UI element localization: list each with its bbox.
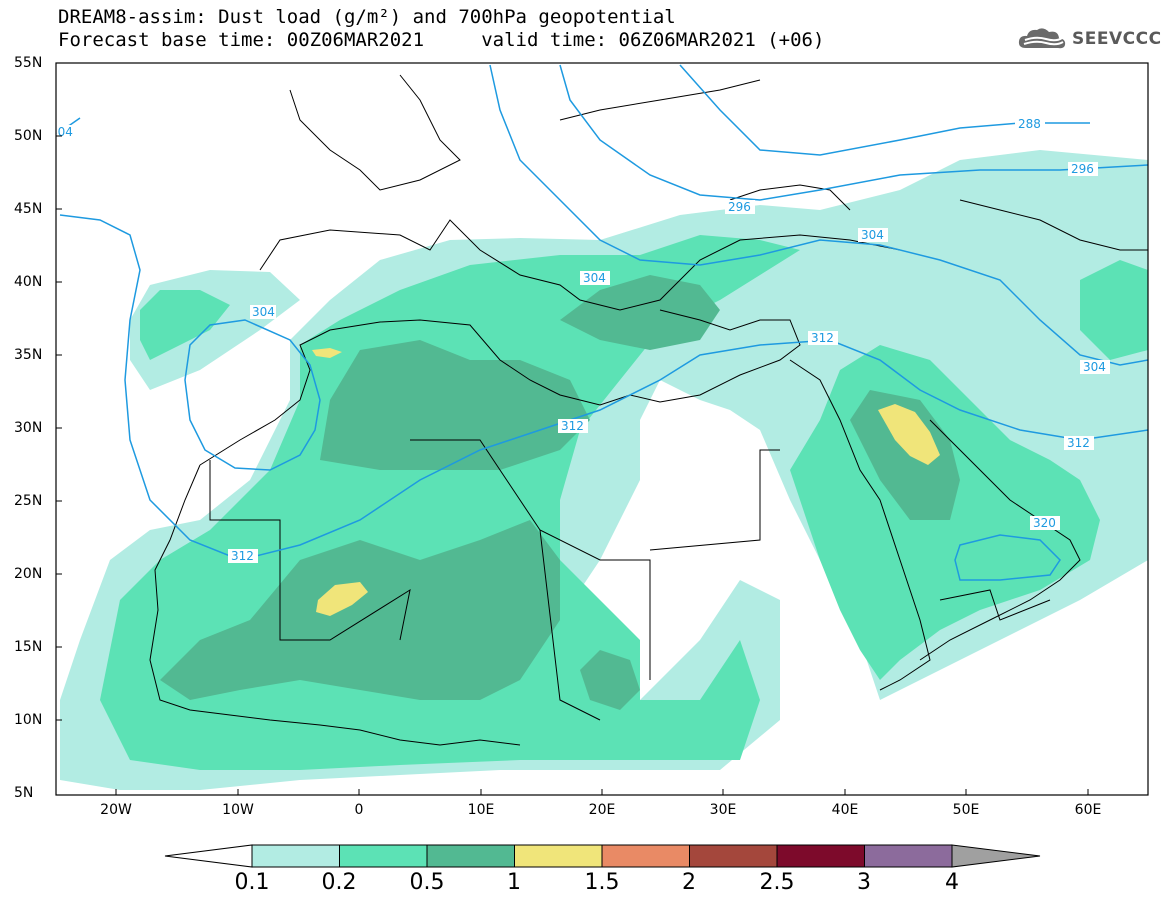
lat-label: 25N [14, 493, 43, 509]
lon-label: 10W [222, 802, 254, 818]
logo-text: SEEVCCC [1072, 29, 1162, 49]
lat-label: 15N [14, 639, 43, 655]
coastlines [149, 74, 1148, 746]
lon-label: 60E [1074, 802, 1102, 818]
logo: SEEVCCC [1016, 26, 1162, 52]
map-subtitle: Forecast base time: 00Z06MAR2021 valid t… [58, 29, 825, 51]
colorbar-label: 0.1 [234, 870, 270, 895]
lat-label: 30N [14, 420, 43, 436]
axis-ticks [56, 62, 1089, 795]
contour-label: 312 [561, 419, 584, 433]
dust-area-heavy [160, 520, 560, 700]
colorbar-bin [339, 844, 428, 868]
dust-area-medium-iran [1080, 260, 1148, 360]
contour-label: 304 [1083, 360, 1106, 374]
lon-label: 40E [831, 802, 859, 818]
colorbar-under-arrow [164, 844, 253, 868]
lon-label: 30E [709, 802, 737, 818]
lon-label: 10E [467, 802, 495, 818]
lon-label: 20W [100, 802, 132, 818]
dust-area-peak-morocco [312, 348, 342, 358]
colorbar-over-arrow [951, 844, 1041, 868]
lat-label: 35N [14, 347, 43, 363]
map-title: DREAM8-assim: Dust load (g/m²) and 700hP… [58, 6, 676, 28]
colorbar-bin [864, 844, 953, 868]
colorbar-label: 1.5 [584, 870, 620, 895]
lat-label: 50N [14, 128, 43, 144]
contour-label: 312 [1067, 436, 1090, 450]
lat-label: 55N [14, 55, 43, 71]
contour-label: 304 [861, 228, 884, 242]
lon-label: 0 [354, 802, 364, 818]
colorbar-bin [776, 844, 865, 868]
contour-labels: 304 288 296 296 304 304 304 312 312 312 … [50, 117, 1110, 563]
dust-area-peak-iraq [878, 404, 940, 465]
colorbar-label: 0.2 [321, 870, 357, 895]
contour-label: 312 [231, 549, 254, 563]
colorbar-bin [689, 844, 778, 868]
colorbar-label: 2 [682, 870, 696, 895]
contour-label: 296 [1071, 162, 1094, 176]
contour-label: 312 [811, 331, 834, 345]
lat-label: 5N [14, 785, 34, 801]
dust-area-heavy-sahara [320, 340, 590, 470]
contour-label: 304 [50, 125, 73, 139]
contour-label: 304 [252, 305, 275, 319]
contour-label: 320 [1033, 516, 1056, 530]
dust-area-medium-atlantic [140, 290, 230, 360]
geopotential-contours [59, 64, 1148, 581]
contour-label: 288 [1018, 117, 1041, 131]
colorbar-label: 2.5 [759, 870, 795, 895]
contour-label: 304 [583, 271, 606, 285]
contour-label: 296 [728, 200, 751, 214]
lat-label: 20N [14, 566, 43, 582]
colorbar [164, 844, 1041, 868]
colorbar-bin [601, 844, 690, 868]
lon-label: 50E [952, 802, 980, 818]
lat-label: 10N [14, 712, 43, 728]
colorbar-bin [426, 844, 515, 868]
lat-label: 40N [14, 274, 43, 290]
colorbar-label: 3 [857, 870, 871, 895]
cloud-icon [1018, 28, 1066, 49]
dust-area-heavy-chad [580, 650, 640, 710]
dust-area-heavy-aegean [560, 275, 720, 350]
lon-label: 20E [588, 802, 616, 818]
lat-label: 45N [14, 201, 43, 217]
colorbar-label: 1 [507, 870, 521, 895]
colorbar-bin [514, 844, 603, 868]
dust-area-peak-sahel [316, 582, 368, 616]
colorbar-bin [251, 844, 340, 868]
colorbar-label: 4 [945, 870, 959, 895]
colorbar-label: 0.5 [409, 870, 445, 895]
